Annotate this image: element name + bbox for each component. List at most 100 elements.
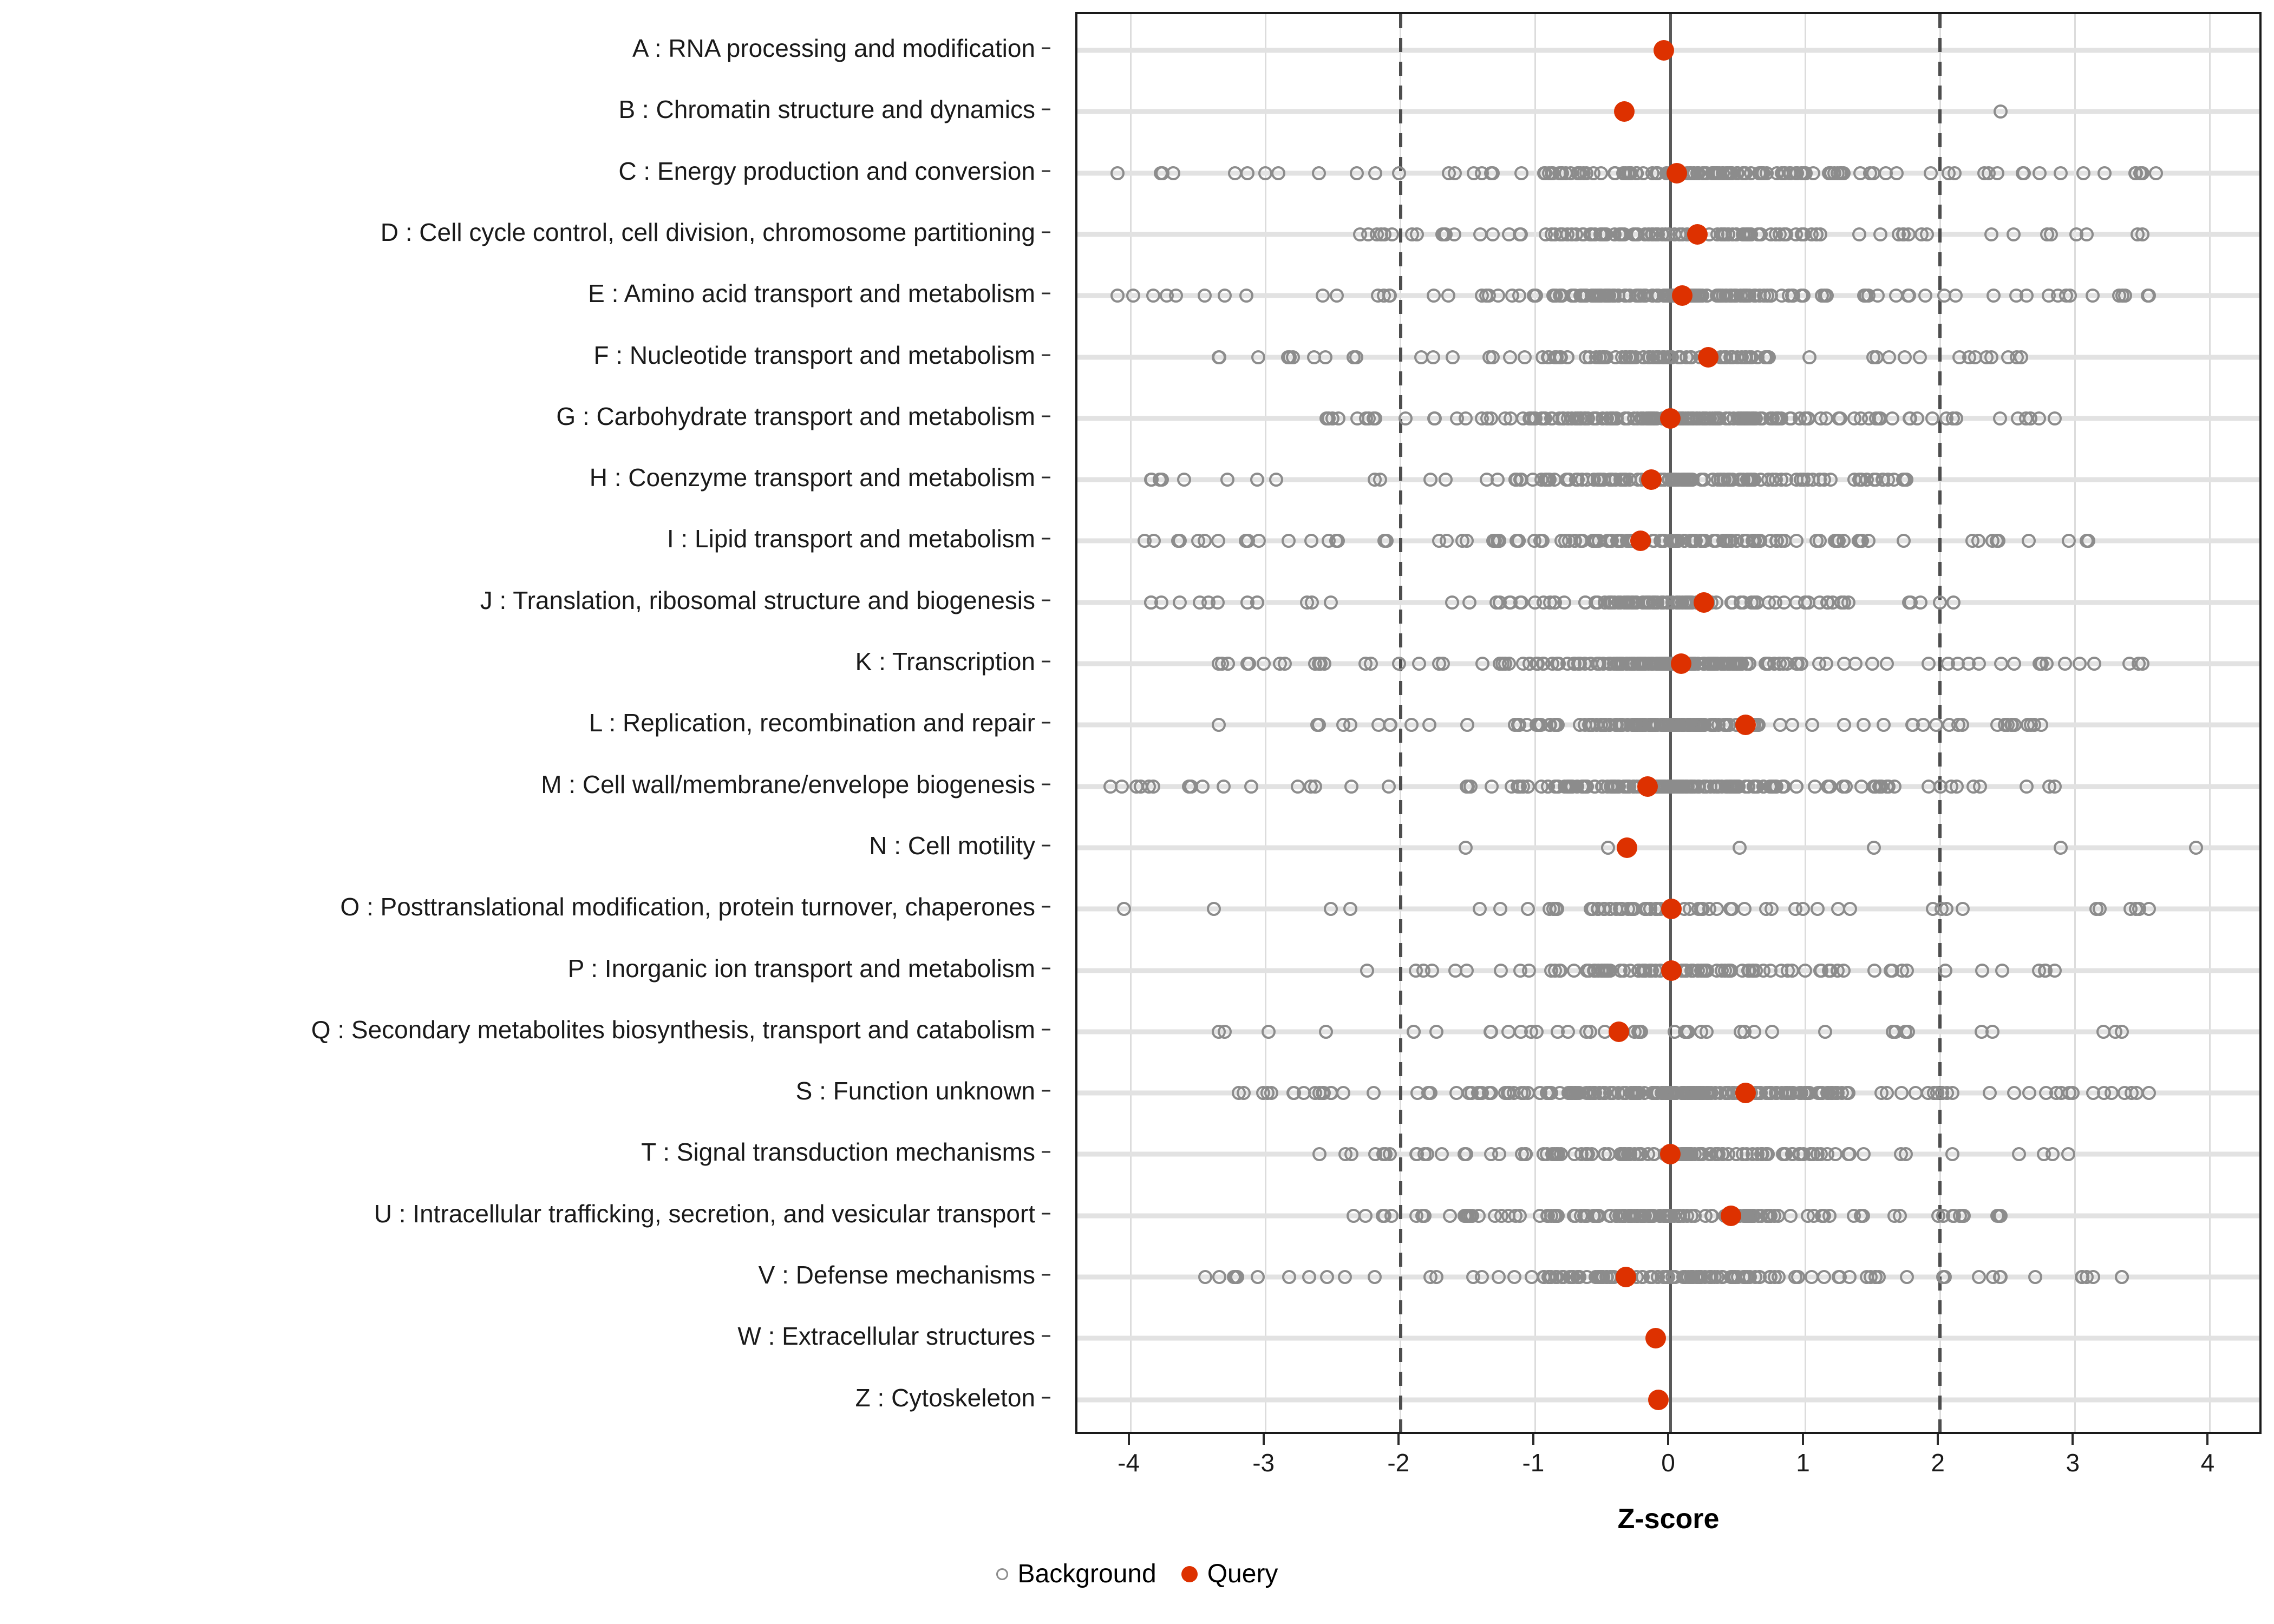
background-point bbox=[1814, 289, 1829, 303]
x-axis-tick bbox=[1937, 1434, 1939, 1445]
query-point[interactable] bbox=[1661, 899, 1682, 920]
background-point bbox=[1460, 718, 1474, 732]
background-point bbox=[1504, 595, 1518, 610]
query-point[interactable] bbox=[1735, 715, 1756, 736]
background-point bbox=[1368, 166, 1383, 180]
background-point bbox=[1847, 1208, 1861, 1223]
background-point bbox=[1637, 963, 1651, 978]
background-point bbox=[1282, 1270, 1296, 1284]
background-point bbox=[1331, 534, 1345, 548]
query-point[interactable] bbox=[1661, 960, 1682, 981]
background-point bbox=[1856, 718, 1871, 732]
background-point bbox=[1805, 473, 1820, 487]
x-axis-tick bbox=[1397, 1434, 1400, 1445]
background-point bbox=[1737, 902, 1752, 916]
query-point[interactable] bbox=[1641, 469, 1662, 490]
background-point bbox=[1949, 411, 1964, 425]
background-point bbox=[1837, 595, 1852, 610]
background-point bbox=[1117, 902, 1132, 916]
y-axis-tick bbox=[1042, 1151, 1050, 1153]
background-point bbox=[1290, 779, 1305, 794]
query-point[interactable] bbox=[1667, 162, 1688, 184]
background-point bbox=[1589, 350, 1604, 364]
background-point bbox=[1795, 902, 1810, 916]
background-point bbox=[1273, 657, 1288, 671]
background-point bbox=[1429, 1024, 1443, 1039]
query-point[interactable] bbox=[1645, 1328, 1666, 1349]
query-point[interactable] bbox=[1615, 1267, 1636, 1287]
query-point[interactable] bbox=[1660, 408, 1681, 429]
background-point bbox=[2007, 1086, 2022, 1101]
y-axis-tick bbox=[1042, 783, 1050, 785]
query-point[interactable] bbox=[1637, 776, 1658, 797]
background-point bbox=[1146, 779, 1160, 794]
x-axis-tick-label: -2 bbox=[1387, 1449, 1410, 1477]
background-point bbox=[2015, 166, 2030, 180]
background-point bbox=[1550, 902, 1564, 916]
background-point bbox=[1937, 289, 1952, 303]
background-point bbox=[1700, 289, 1714, 303]
background-point bbox=[1894, 1086, 1909, 1101]
query-point[interactable] bbox=[1609, 1021, 1630, 1042]
query-point[interactable] bbox=[1697, 346, 1718, 368]
background-point bbox=[1742, 657, 1757, 671]
background-point bbox=[1975, 963, 1989, 978]
background-point bbox=[2087, 657, 2102, 671]
background-point bbox=[1446, 350, 1460, 364]
background-point bbox=[1769, 1086, 1784, 1101]
query-point[interactable] bbox=[1672, 285, 1693, 306]
background-point bbox=[1994, 657, 2008, 671]
background-point bbox=[1434, 1147, 1449, 1162]
background-point bbox=[1658, 1208, 1673, 1223]
background-point bbox=[1606, 1086, 1620, 1101]
x-axis-tick-label: 4 bbox=[2200, 1449, 2215, 1477]
x-axis-tick-label: 1 bbox=[1796, 1449, 1810, 1477]
background-point bbox=[1789, 779, 1804, 794]
background-point bbox=[1837, 963, 1851, 978]
x-axis-tick bbox=[1802, 1434, 1805, 1445]
query-point[interactable] bbox=[1670, 653, 1691, 674]
background-point bbox=[1544, 1208, 1558, 1223]
x-axis-tick-label: 0 bbox=[1661, 1449, 1675, 1477]
background-point bbox=[2135, 166, 2150, 180]
query-point[interactable] bbox=[1660, 1144, 1681, 1165]
background-point bbox=[1559, 473, 1573, 487]
background-point bbox=[2129, 1086, 2144, 1101]
background-point bbox=[2135, 657, 2149, 671]
background-point bbox=[1586, 1208, 1600, 1223]
background-point bbox=[1983, 1086, 1997, 1101]
background-point bbox=[1513, 1024, 1528, 1039]
query-point[interactable] bbox=[1721, 1205, 1742, 1226]
query-point[interactable] bbox=[1687, 224, 1708, 245]
background-point bbox=[1615, 350, 1630, 364]
background-point bbox=[1324, 595, 1338, 610]
background-point bbox=[1364, 657, 1378, 671]
background-point bbox=[1374, 227, 1389, 241]
background-point bbox=[1798, 963, 1812, 978]
background-point bbox=[1769, 411, 1783, 425]
background-point bbox=[2057, 657, 2072, 671]
background-point bbox=[1773, 657, 1787, 671]
background-point bbox=[1721, 473, 1735, 487]
query-point[interactable] bbox=[1735, 1083, 1756, 1104]
background-point bbox=[1435, 227, 1449, 241]
query-point[interactable] bbox=[1653, 40, 1674, 61]
background-point bbox=[1901, 289, 1916, 303]
query-point[interactable] bbox=[1614, 101, 1635, 122]
background-point bbox=[1382, 1147, 1397, 1162]
y-axis-tick-label: Z : Cytoskeleton bbox=[855, 1383, 1035, 1412]
background-point bbox=[2049, 1086, 2064, 1101]
y-axis-tick-label: B : Chromatin structure and dynamics bbox=[618, 95, 1035, 124]
background-point bbox=[1211, 1024, 1226, 1039]
background-point bbox=[1746, 779, 1761, 794]
query-point[interactable] bbox=[1648, 1389, 1669, 1410]
query-point[interactable] bbox=[1694, 592, 1715, 613]
query-point[interactable] bbox=[1630, 531, 1651, 552]
background-point bbox=[1350, 411, 1365, 425]
background-point bbox=[1768, 595, 1783, 610]
background-point bbox=[1819, 657, 1833, 671]
query-point[interactable] bbox=[1617, 837, 1638, 858]
background-point bbox=[1842, 1270, 1857, 1284]
background-point bbox=[1543, 595, 1557, 610]
background-point bbox=[1820, 1147, 1835, 1162]
